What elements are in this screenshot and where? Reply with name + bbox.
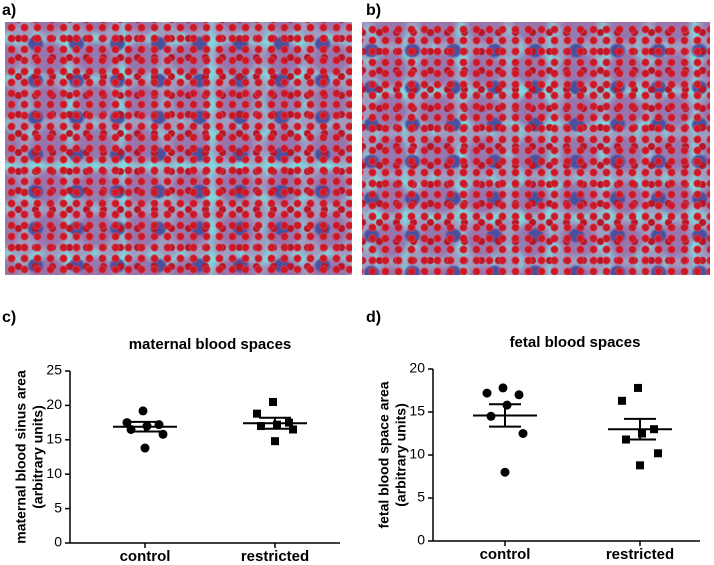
y-tick-label: 10 [409, 446, 425, 462]
panel-label: c) [2, 309, 16, 326]
data-point [500, 467, 510, 477]
data-point [269, 397, 277, 406]
data-point [518, 429, 528, 438]
y-axis-label: (arbitrary units) [393, 403, 409, 506]
y-tick-label: 25 [46, 362, 62, 378]
data-point [138, 406, 148, 416]
y-axis-label: fetal blood space area [376, 381, 392, 528]
data-point [273, 420, 281, 429]
data-point [636, 461, 644, 470]
y-tick-label: 20 [46, 396, 62, 412]
y-tick-label: 5 [54, 499, 62, 515]
chart-title: fetal blood spaces [510, 334, 641, 351]
data-point [498, 383, 508, 393]
histology-image-b [362, 22, 710, 275]
y-tick-label: 10 [46, 465, 62, 481]
data-point [257, 422, 265, 431]
x-tick-label: restricted [241, 548, 309, 565]
data-point [289, 425, 297, 434]
x-tick-label: control [120, 548, 171, 565]
y-axis-label: (arbitrary units) [30, 405, 46, 508]
y-axis-label: maternal blood sinus area [13, 370, 29, 544]
x-tick-label: restricted [606, 546, 674, 563]
data-point [122, 418, 132, 428]
y-tick-label: 0 [54, 534, 62, 550]
y-tick-label: 5 [417, 489, 425, 505]
data-point [638, 429, 646, 438]
data-point [634, 383, 642, 392]
panel-label: a) [2, 2, 16, 19]
data-point [618, 396, 626, 405]
data-point [482, 388, 492, 398]
x-tick-label: control [480, 546, 531, 563]
chart-title: maternal blood spaces [129, 336, 292, 353]
y-tick-label: 15 [409, 403, 425, 419]
y-tick-label: 0 [417, 532, 425, 548]
data-point [271, 437, 279, 446]
y-tick-label: 15 [46, 431, 62, 447]
panel-label: b) [366, 2, 381, 19]
panel-label: d) [366, 309, 381, 326]
histology-image-a [5, 22, 352, 275]
y-tick-label: 20 [409, 360, 425, 376]
data-point [514, 390, 524, 400]
data-point [140, 443, 150, 453]
data-point [654, 449, 662, 458]
data-point [253, 409, 261, 418]
